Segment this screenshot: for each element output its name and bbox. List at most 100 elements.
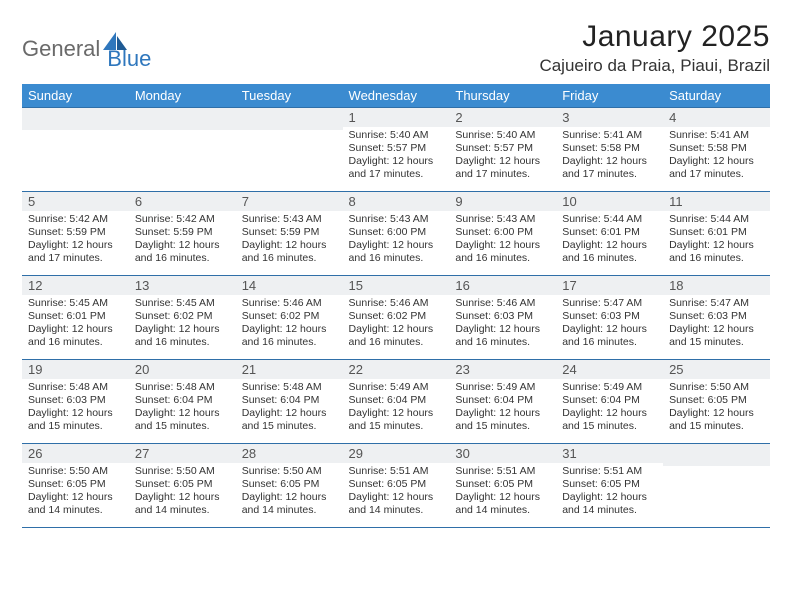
day-number: 15 <box>343 276 450 295</box>
day-content: Sunrise: 5:51 AMSunset: 6:05 PMDaylight:… <box>449 463 556 522</box>
logo-text-general: General <box>22 36 100 62</box>
sunrise-line: Sunrise: 5:43 AM <box>455 213 550 226</box>
daylight-line: Daylight: 12 hours and 16 minutes. <box>349 239 444 265</box>
day-number-empty <box>129 108 236 130</box>
daylight-line: Daylight: 12 hours and 17 minutes. <box>562 155 657 181</box>
day-number: 9 <box>449 192 556 211</box>
calendar-cell: 21Sunrise: 5:48 AMSunset: 6:04 PMDayligh… <box>236 360 343 444</box>
day-content: Sunrise: 5:45 AMSunset: 6:02 PMDaylight:… <box>129 295 236 354</box>
calendar-cell: 31Sunrise: 5:51 AMSunset: 6:05 PMDayligh… <box>556 444 663 528</box>
day-content: Sunrise: 5:45 AMSunset: 6:01 PMDaylight:… <box>22 295 129 354</box>
sunset-line: Sunset: 5:58 PM <box>669 142 764 155</box>
sunrise-line: Sunrise: 5:49 AM <box>349 381 444 394</box>
daylight-line: Daylight: 12 hours and 14 minutes. <box>562 491 657 517</box>
sunrise-line: Sunrise: 5:41 AM <box>562 129 657 142</box>
day-number-empty <box>663 444 770 466</box>
dayname: Monday <box>129 84 236 108</box>
sunrise-line: Sunrise: 5:43 AM <box>349 213 444 226</box>
logo-text-blue: Blue <box>107 46 151 72</box>
calendar-cell <box>663 444 770 528</box>
month-title: January 2025 <box>539 20 770 54</box>
day-content: Sunrise: 5:43 AMSunset: 6:00 PMDaylight:… <box>449 211 556 270</box>
calendar-row: 12Sunrise: 5:45 AMSunset: 6:01 PMDayligh… <box>22 276 770 360</box>
sunrise-line: Sunrise: 5:48 AM <box>28 381 123 394</box>
day-content: Sunrise: 5:40 AMSunset: 5:57 PMDaylight:… <box>449 127 556 186</box>
daylight-line: Daylight: 12 hours and 14 minutes. <box>28 491 123 517</box>
daylight-line: Daylight: 12 hours and 16 minutes. <box>562 323 657 349</box>
sunset-line: Sunset: 6:04 PM <box>135 394 230 407</box>
day-number: 24 <box>556 360 663 379</box>
day-number: 13 <box>129 276 236 295</box>
day-number: 5 <box>22 192 129 211</box>
sunrise-line: Sunrise: 5:46 AM <box>455 297 550 310</box>
sunrise-line: Sunrise: 5:50 AM <box>669 381 764 394</box>
calendar-cell: 5Sunrise: 5:42 AMSunset: 5:59 PMDaylight… <box>22 192 129 276</box>
sunrise-line: Sunrise: 5:51 AM <box>349 465 444 478</box>
dayname: Saturday <box>663 84 770 108</box>
daylight-line: Daylight: 12 hours and 16 minutes. <box>28 323 123 349</box>
sunrise-line: Sunrise: 5:45 AM <box>135 297 230 310</box>
calendar-cell: 12Sunrise: 5:45 AMSunset: 6:01 PMDayligh… <box>22 276 129 360</box>
day-number: 17 <box>556 276 663 295</box>
day-number: 30 <box>449 444 556 463</box>
calendar-cell: 3Sunrise: 5:41 AMSunset: 5:58 PMDaylight… <box>556 108 663 192</box>
calendar-cell: 6Sunrise: 5:42 AMSunset: 5:59 PMDaylight… <box>129 192 236 276</box>
calendar-cell: 14Sunrise: 5:46 AMSunset: 6:02 PMDayligh… <box>236 276 343 360</box>
calendar-cell <box>129 108 236 192</box>
sunset-line: Sunset: 6:04 PM <box>455 394 550 407</box>
daylight-line: Daylight: 12 hours and 15 minutes. <box>562 407 657 433</box>
daylight-line: Daylight: 12 hours and 17 minutes. <box>455 155 550 181</box>
sunset-line: Sunset: 6:03 PM <box>455 310 550 323</box>
sunset-line: Sunset: 6:03 PM <box>669 310 764 323</box>
calendar-cell: 19Sunrise: 5:48 AMSunset: 6:03 PMDayligh… <box>22 360 129 444</box>
calendar-cell: 24Sunrise: 5:49 AMSunset: 6:04 PMDayligh… <box>556 360 663 444</box>
sunset-line: Sunset: 6:00 PM <box>455 226 550 239</box>
sunrise-line: Sunrise: 5:45 AM <box>28 297 123 310</box>
daylight-line: Daylight: 12 hours and 16 minutes. <box>242 239 337 265</box>
day-number: 12 <box>22 276 129 295</box>
sunrise-line: Sunrise: 5:43 AM <box>242 213 337 226</box>
daylight-line: Daylight: 12 hours and 15 minutes. <box>455 407 550 433</box>
day-number: 23 <box>449 360 556 379</box>
daylight-line: Daylight: 12 hours and 16 minutes. <box>562 239 657 265</box>
header: General Blue January 2025 Cajueiro da Pr… <box>22 20 770 76</box>
day-number: 3 <box>556 108 663 127</box>
calendar-cell: 20Sunrise: 5:48 AMSunset: 6:04 PMDayligh… <box>129 360 236 444</box>
sunset-line: Sunset: 6:05 PM <box>349 478 444 491</box>
day-content: Sunrise: 5:42 AMSunset: 5:59 PMDaylight:… <box>22 211 129 270</box>
calendar-cell <box>22 108 129 192</box>
daylight-line: Daylight: 12 hours and 15 minutes. <box>28 407 123 433</box>
calendar-cell: 25Sunrise: 5:50 AMSunset: 6:05 PMDayligh… <box>663 360 770 444</box>
day-number: 11 <box>663 192 770 211</box>
sunset-line: Sunset: 6:02 PM <box>135 310 230 323</box>
calendar-cell: 16Sunrise: 5:46 AMSunset: 6:03 PMDayligh… <box>449 276 556 360</box>
day-number: 21 <box>236 360 343 379</box>
calendar-cell: 4Sunrise: 5:41 AMSunset: 5:58 PMDaylight… <box>663 108 770 192</box>
calendar-cell: 10 Sunrise: 5:44 AMSunset: 6:01 PMDayligh… <box>556 192 663 276</box>
daylight-line: Daylight: 12 hours and 14 minutes. <box>455 491 550 517</box>
sunrise-line: Sunrise: 5:48 AM <box>135 381 230 394</box>
calendar-row: 1Sunrise: 5:40 AMSunset: 5:57 PMDaylight… <box>22 108 770 192</box>
sunset-line: Sunset: 6:03 PM <box>562 310 657 323</box>
sunset-line: Sunset: 6:01 PM <box>562 226 657 239</box>
sunrise-line: Sunrise: 5:49 AM <box>455 381 550 394</box>
sunrise-line: Sunrise: 5:44 AM <box>562 213 657 226</box>
calendar-cell: 13Sunrise: 5:45 AMSunset: 6:02 PMDayligh… <box>129 276 236 360</box>
calendar-cell: 18Sunrise: 5:47 AMSunset: 6:03 PMDayligh… <box>663 276 770 360</box>
day-number: 10 <box>556 192 663 211</box>
sunset-line: Sunset: 6:04 PM <box>242 394 337 407</box>
calendar-cell: 2Sunrise: 5:40 AMSunset: 5:57 PMDaylight… <box>449 108 556 192</box>
daylight-line: Daylight: 12 hours and 14 minutes. <box>135 491 230 517</box>
calendar-cell: 11Sunrise: 5:44 AMSunset: 6:01 PMDayligh… <box>663 192 770 276</box>
sunset-line: Sunset: 6:03 PM <box>28 394 123 407</box>
sunrise-line: Sunrise: 5:40 AM <box>349 129 444 142</box>
day-number: 31 <box>556 444 663 463</box>
daylight-line: Daylight: 12 hours and 15 minutes. <box>349 407 444 433</box>
sunrise-line: Sunrise: 5:47 AM <box>562 297 657 310</box>
dayname: Sunday <box>22 84 129 108</box>
sunset-line: Sunset: 6:05 PM <box>562 478 657 491</box>
sunset-line: Sunset: 6:05 PM <box>455 478 550 491</box>
day-content: Sunrise: 5:51 AMSunset: 6:05 PMDaylight:… <box>343 463 450 522</box>
daylight-line: Daylight: 12 hours and 16 minutes. <box>455 323 550 349</box>
daylight-line: Daylight: 12 hours and 16 minutes. <box>242 323 337 349</box>
